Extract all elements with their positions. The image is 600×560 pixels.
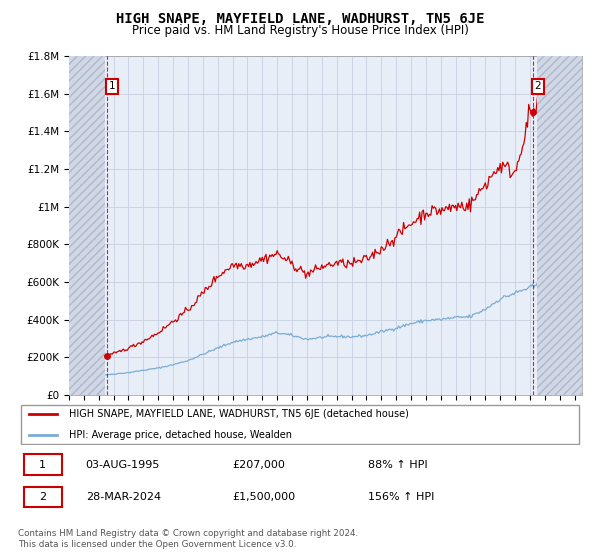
FancyBboxPatch shape bbox=[23, 487, 62, 507]
FancyBboxPatch shape bbox=[23, 455, 62, 475]
Text: 1: 1 bbox=[109, 81, 115, 91]
Text: £207,000: £207,000 bbox=[232, 460, 285, 470]
Text: £1,500,000: £1,500,000 bbox=[232, 492, 295, 502]
Text: 1: 1 bbox=[40, 460, 46, 470]
Text: 03-AUG-1995: 03-AUG-1995 bbox=[86, 460, 160, 470]
FancyBboxPatch shape bbox=[21, 405, 578, 444]
Text: 28-MAR-2024: 28-MAR-2024 bbox=[86, 492, 161, 502]
Text: Contains HM Land Registry data © Crown copyright and database right 2024.: Contains HM Land Registry data © Crown c… bbox=[18, 529, 358, 538]
Text: HPI: Average price, detached house, Wealden: HPI: Average price, detached house, Weal… bbox=[69, 430, 292, 440]
Text: HIGH SNAPE, MAYFIELD LANE, WADHURST, TN5 6JE: HIGH SNAPE, MAYFIELD LANE, WADHURST, TN5… bbox=[116, 12, 484, 26]
Text: 156% ↑ HPI: 156% ↑ HPI bbox=[368, 492, 434, 502]
Text: Price paid vs. HM Land Registry's House Price Index (HPI): Price paid vs. HM Land Registry's House … bbox=[131, 24, 469, 36]
Text: 2: 2 bbox=[535, 81, 541, 91]
Bar bbox=[538, 56, 582, 395]
Text: 2: 2 bbox=[39, 492, 46, 502]
Text: HIGH SNAPE, MAYFIELD LANE, WADHURST, TN5 6JE (detached house): HIGH SNAPE, MAYFIELD LANE, WADHURST, TN5… bbox=[69, 409, 409, 419]
Text: 88% ↑ HPI: 88% ↑ HPI bbox=[368, 460, 427, 470]
Text: This data is licensed under the Open Government Licence v3.0.: This data is licensed under the Open Gov… bbox=[18, 540, 296, 549]
Bar bbox=[69, 56, 104, 395]
